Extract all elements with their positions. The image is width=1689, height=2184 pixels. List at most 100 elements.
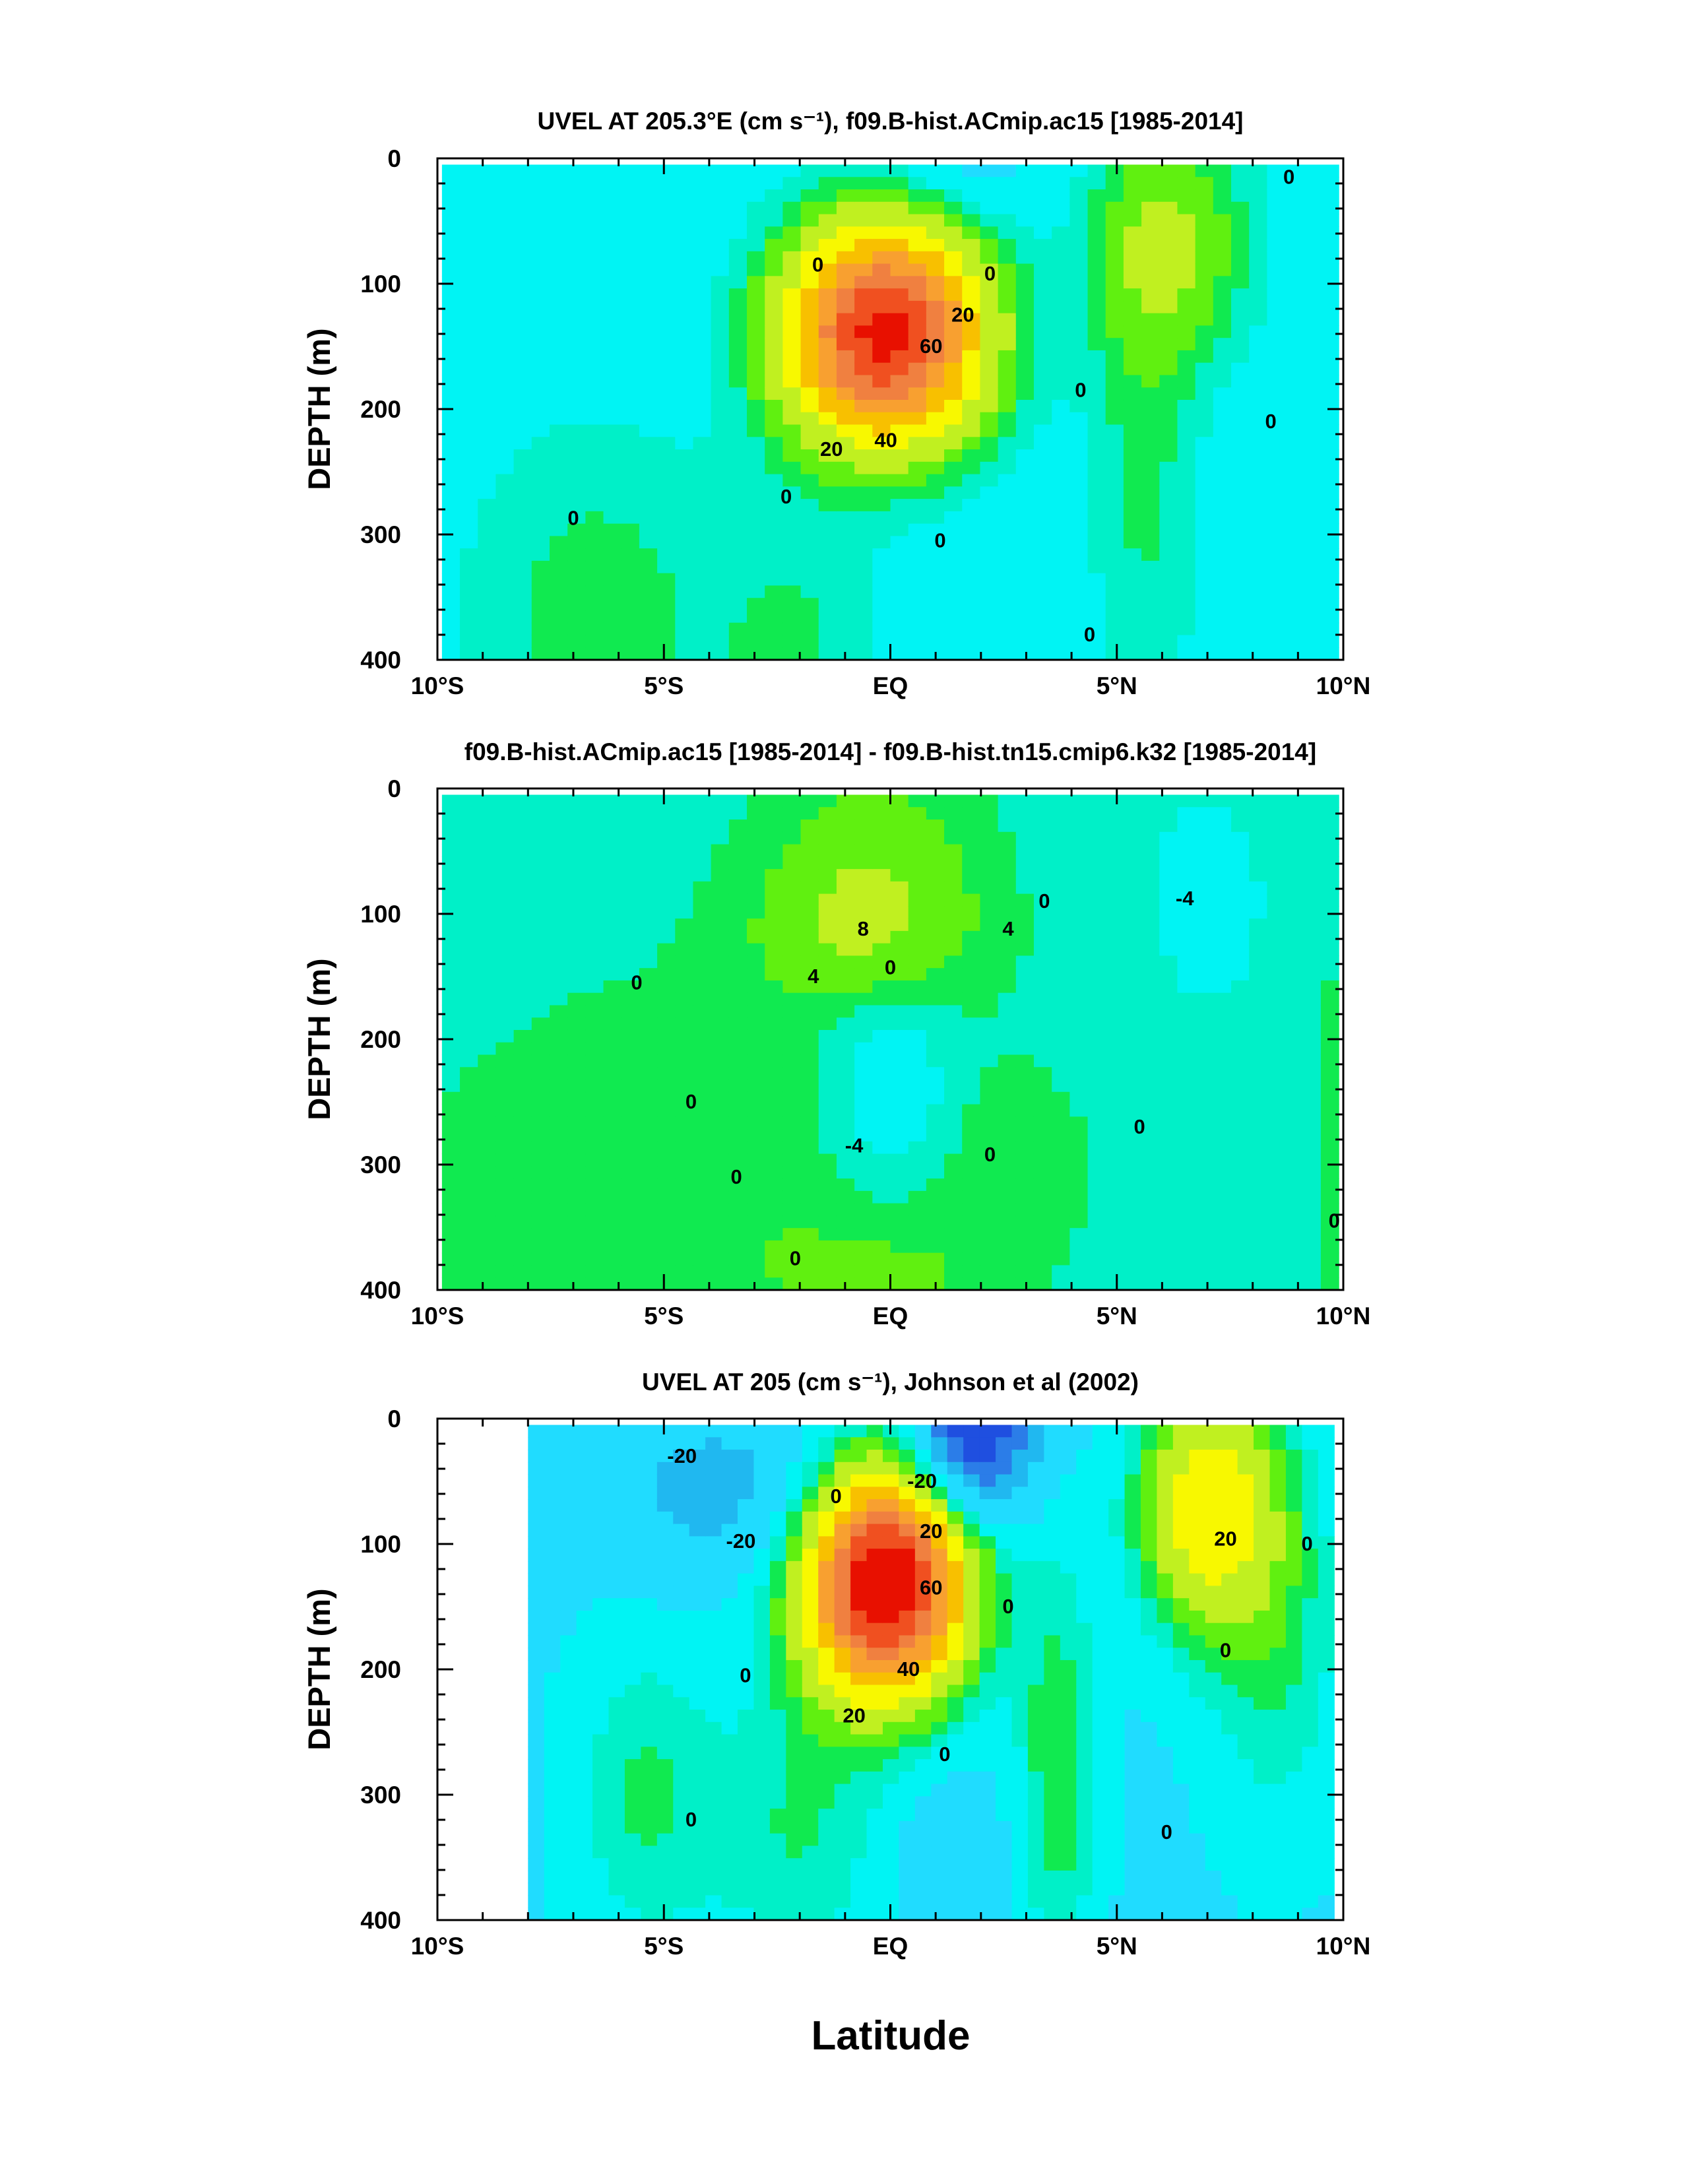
field-cell — [802, 1870, 819, 1884]
field-cell — [890, 881, 909, 895]
field-cell — [1249, 189, 1267, 203]
field-cell — [531, 350, 550, 364]
field-cell — [711, 189, 730, 203]
field-cell — [1213, 943, 1232, 957]
field-cell — [980, 980, 999, 994]
field-cell — [782, 1166, 802, 1179]
field-cell — [657, 1141, 676, 1155]
field-cell — [890, 968, 909, 981]
field-cell — [1267, 214, 1286, 227]
field-cell — [782, 313, 802, 327]
field-cell — [1320, 375, 1339, 388]
field-cell — [962, 1005, 981, 1018]
field-cell — [765, 226, 783, 240]
field-cell — [818, 201, 837, 215]
field-cell — [1195, 955, 1214, 969]
y-tick-label: 300 — [360, 1151, 401, 1178]
field-cell — [1231, 548, 1250, 562]
field-cell — [460, 980, 478, 994]
field-cell — [560, 1796, 577, 1809]
field-cell — [1123, 573, 1142, 587]
field-cell — [836, 585, 855, 598]
field-cell — [621, 1129, 640, 1142]
field-cell — [1267, 276, 1286, 289]
field-cell — [1052, 375, 1070, 388]
field-cell — [1141, 1091, 1160, 1105]
field-cell — [1267, 943, 1286, 957]
field-cell — [769, 1759, 786, 1772]
field-cell — [592, 1573, 610, 1587]
field-cell — [1285, 622, 1304, 636]
field-cell — [1033, 1091, 1052, 1105]
field-cell — [567, 1042, 586, 1056]
field-cell — [980, 1129, 999, 1142]
field-cell — [585, 288, 604, 302]
field-cell — [802, 1858, 819, 1871]
field-cell — [753, 1474, 771, 1487]
field-cell — [528, 1908, 545, 1921]
field-cell — [495, 906, 515, 919]
field-cell — [1015, 350, 1035, 364]
field-cell — [689, 1586, 706, 1599]
field-cell — [528, 1586, 545, 1599]
field-cell — [1267, 844, 1286, 857]
field-cell — [478, 164, 497, 177]
field-cell — [560, 1882, 577, 1896]
field-cell — [908, 499, 927, 512]
field-cell — [818, 831, 837, 845]
field-cell — [753, 1560, 771, 1574]
field-cell — [675, 325, 694, 338]
field-cell — [1033, 387, 1052, 401]
field-cell — [782, 955, 802, 969]
field-cell — [753, 1882, 771, 1896]
field-cell — [657, 263, 676, 276]
field-cell — [818, 1511, 835, 1525]
field-cell — [513, 523, 532, 536]
field-cell — [1015, 226, 1035, 240]
field-cell — [980, 1042, 999, 1056]
field-cell — [495, 831, 515, 845]
field-cell — [478, 930, 497, 944]
field-cell — [641, 1685, 658, 1698]
field-cell — [980, 486, 999, 499]
field-cell — [1177, 511, 1196, 525]
field-cell — [603, 1166, 622, 1179]
field-cell — [1302, 239, 1322, 252]
field-cell — [944, 523, 963, 536]
field-cell — [926, 1153, 945, 1167]
field-cell — [1267, 1116, 1286, 1130]
field-cell — [1123, 1042, 1142, 1056]
field-cell — [705, 1734, 722, 1747]
field-cell — [1015, 1091, 1035, 1105]
field-cell — [1177, 164, 1196, 177]
field-cell — [1285, 1265, 1304, 1278]
field-cell — [1213, 177, 1232, 190]
field-cell — [836, 461, 855, 475]
field-cell — [675, 1116, 694, 1130]
field-cell — [675, 461, 694, 475]
field-cell — [639, 906, 658, 919]
field-cell — [1159, 635, 1178, 648]
field-cell — [1213, 1252, 1232, 1266]
field-cell — [836, 536, 855, 549]
field-cell — [769, 1783, 786, 1797]
field-cell — [1302, 313, 1322, 327]
field-cell — [1320, 869, 1339, 882]
field-cell — [441, 1190, 461, 1204]
field-cell — [1123, 794, 1142, 808]
field-cell — [441, 1240, 461, 1254]
field-cell — [441, 1178, 461, 1192]
field-cell — [890, 300, 909, 314]
field-cell — [1177, 313, 1196, 327]
field-cell — [890, 313, 909, 327]
field-cell — [1267, 362, 1286, 376]
field-cell — [872, 1240, 891, 1254]
field-cell — [1087, 831, 1106, 845]
field-cell — [1267, 1252, 1286, 1266]
field-cell — [818, 350, 837, 364]
field-cell — [800, 263, 819, 276]
y-tick-label: 300 — [360, 521, 401, 548]
field-cell — [1052, 906, 1070, 919]
field-cell — [747, 1054, 765, 1068]
field-cell — [513, 610, 532, 624]
